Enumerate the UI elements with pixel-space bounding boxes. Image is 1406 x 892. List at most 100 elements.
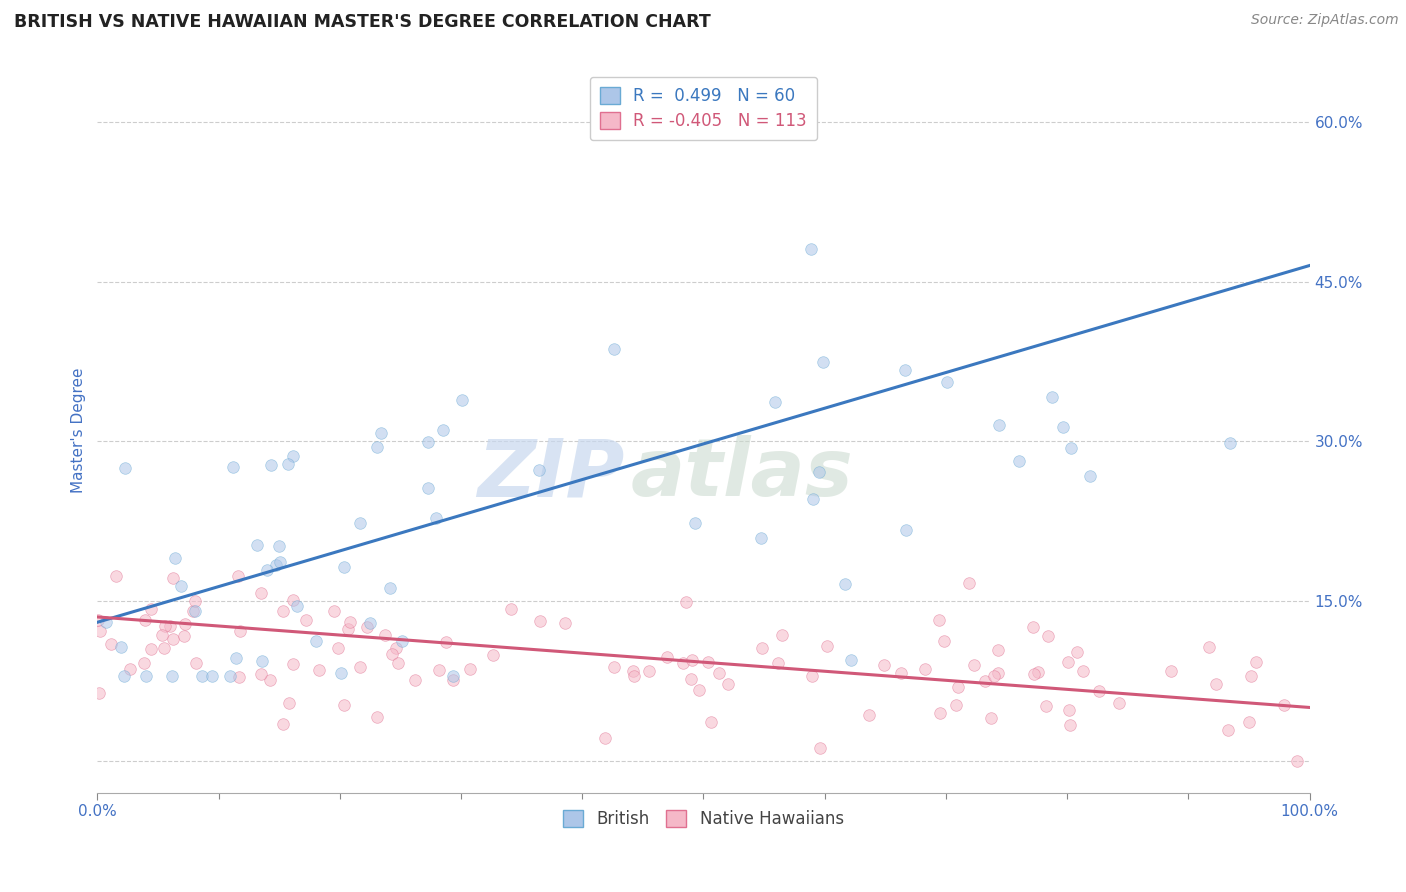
- Point: [285, 599, 308, 613]
- Text: BRITISH VS NATIVE HAWAIIAN MASTER'S DEGREE CORRELATION CHART: BRITISH VS NATIVE HAWAIIAN MASTER'S DEGR…: [14, 13, 711, 31]
- Point: [1240, 669, 1263, 683]
- Point: [688, 682, 710, 697]
- Point: [770, 628, 793, 642]
- Point: [707, 666, 730, 681]
- Point: [1056, 655, 1078, 669]
- Point: [366, 441, 388, 455]
- Point: [114, 461, 136, 475]
- Point: [135, 668, 157, 682]
- Point: [259, 673, 281, 688]
- Point: [1198, 640, 1220, 655]
- Point: [163, 551, 186, 566]
- Point: [183, 593, 205, 607]
- Point: [200, 668, 222, 682]
- Point: [766, 657, 789, 671]
- Point: [675, 595, 697, 609]
- Point: [681, 672, 703, 686]
- Point: [432, 423, 454, 437]
- Point: [928, 613, 950, 627]
- Point: [339, 615, 361, 629]
- Point: [96, 615, 118, 629]
- Point: [404, 673, 426, 688]
- Point: [281, 657, 304, 671]
- Point: [160, 668, 183, 682]
- Point: [683, 516, 706, 531]
- Point: [593, 731, 616, 746]
- Point: [808, 740, 831, 755]
- Point: [602, 660, 624, 674]
- Point: [681, 653, 703, 667]
- Point: [1066, 645, 1088, 659]
- Point: [434, 635, 457, 649]
- Point: [973, 674, 995, 689]
- Point: [801, 491, 824, 506]
- Point: [529, 463, 551, 477]
- Point: [269, 539, 291, 553]
- Point: [295, 613, 318, 627]
- Point: [1286, 754, 1309, 768]
- Point: [184, 604, 207, 618]
- Point: [697, 655, 720, 669]
- Point: [152, 640, 174, 655]
- Point: [174, 617, 197, 632]
- Point: [283, 450, 305, 464]
- Point: [250, 654, 273, 668]
- Point: [935, 376, 957, 390]
- Point: [839, 653, 862, 667]
- Point: [929, 706, 952, 720]
- Point: [370, 426, 392, 441]
- Point: [225, 650, 247, 665]
- Point: [623, 669, 645, 683]
- Point: [273, 604, 295, 618]
- Point: [1073, 664, 1095, 678]
- Point: [112, 668, 135, 682]
- Point: [1218, 723, 1240, 738]
- Point: [638, 664, 661, 678]
- Point: [416, 434, 439, 449]
- Point: [349, 660, 371, 674]
- Point: [621, 664, 644, 678]
- Point: [957, 575, 980, 590]
- Point: [800, 242, 823, 256]
- Point: [105, 568, 128, 582]
- Point: [378, 581, 401, 595]
- Point: [181, 604, 204, 618]
- Point: [948, 680, 970, 694]
- Point: [1246, 655, 1268, 669]
- Point: [228, 670, 250, 684]
- Point: [219, 668, 242, 682]
- Point: [264, 558, 287, 573]
- Point: [110, 640, 132, 654]
- Point: [963, 658, 986, 673]
- Point: [529, 614, 551, 628]
- Point: [1024, 666, 1046, 681]
- Point: [717, 677, 740, 691]
- Point: [333, 698, 356, 712]
- Point: [305, 634, 328, 648]
- Point: [945, 698, 967, 712]
- Point: [808, 465, 831, 479]
- Point: [322, 604, 344, 618]
- Point: [1057, 703, 1080, 717]
- Point: [441, 673, 464, 687]
- Point: [988, 417, 1011, 432]
- Point: [554, 615, 576, 630]
- Point: [499, 602, 522, 616]
- Point: [329, 665, 352, 680]
- Point: [89, 624, 111, 639]
- Point: [890, 666, 912, 681]
- Point: [1008, 454, 1031, 468]
- Point: [381, 647, 404, 661]
- Point: [763, 394, 786, 409]
- Point: [1088, 684, 1111, 698]
- Point: [186, 656, 208, 670]
- Point: [1274, 698, 1296, 712]
- Point: [222, 460, 245, 475]
- Point: [250, 586, 273, 600]
- Point: [1160, 664, 1182, 678]
- Point: [391, 633, 413, 648]
- Point: [87, 686, 110, 700]
- Point: [1237, 714, 1260, 729]
- Point: [894, 523, 917, 537]
- Point: [384, 641, 406, 656]
